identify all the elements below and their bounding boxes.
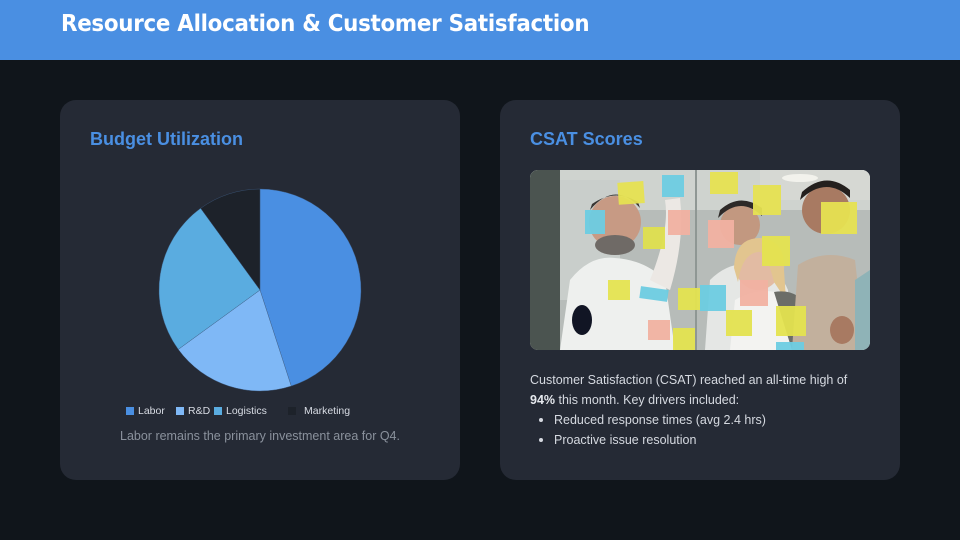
pie-slice-labor <box>259 188 362 387</box>
legend-swatch-logistics <box>214 407 222 415</box>
legend-item-rnd: R&D <box>176 404 210 418</box>
budget-pie-chart <box>158 188 362 392</box>
legend-label: R&D <box>188 405 211 417</box>
legend-swatch-rnd <box>176 407 184 415</box>
legend-label: Logistics <box>226 405 267 417</box>
chart-caption: Labor remains the primary investment are… <box>120 429 400 443</box>
budget-card-title: Budget Utilization <box>90 129 243 149</box>
list-item: Reduced response times (avg 2.4 hrs) <box>530 410 875 430</box>
csat-scores-card: CSAT Scores <box>500 100 900 480</box>
pie-slice-marketing <box>200 188 261 291</box>
budget-utilization-card: Budget Utilization Labor R&D Logistics M… <box>60 100 460 480</box>
csat-card-title: CSAT Scores <box>530 129 643 149</box>
csat-paragraph-prefix: Customer Satisfaction (CSAT) reached an … <box>530 373 848 387</box>
legend-label: Marketing <box>304 405 351 417</box>
legend-label: Labor <box>138 405 165 417</box>
slide-header: Resource Allocation & Customer Satisfact… <box>0 0 960 60</box>
pie-chart-svg <box>158 188 362 392</box>
legend-swatch-marketing <box>288 407 296 415</box>
pie-slice-rd <box>178 289 292 392</box>
slide-title: Resource Allocation & Customer Satisfact… <box>61 11 590 37</box>
csat-score-value: 94% <box>530 392 556 407</box>
csat-paragraph: Customer Satisfaction (CSAT) reached an … <box>530 371 875 410</box>
legend-item-labor: Labor <box>126 404 165 418</box>
pie-slice-logistics <box>158 208 261 350</box>
legend-item-logistics: Logistics <box>214 404 267 418</box>
csat-paragraph-suffix: this month. Key drivers included: <box>555 392 740 407</box>
team-sticky-notes-photo <box>530 170 870 350</box>
csat-description: Customer Satisfaction (CSAT) reached an … <box>530 371 875 450</box>
legend-swatch-labor <box>126 407 134 415</box>
list-item: Proactive issue resolution <box>530 430 875 450</box>
photo-illustration <box>530 170 870 350</box>
key-drivers-list: Reduced response times (avg 2.4 hrs) Pro… <box>530 410 875 450</box>
legend-item-marketing: Marketing <box>288 404 350 418</box>
